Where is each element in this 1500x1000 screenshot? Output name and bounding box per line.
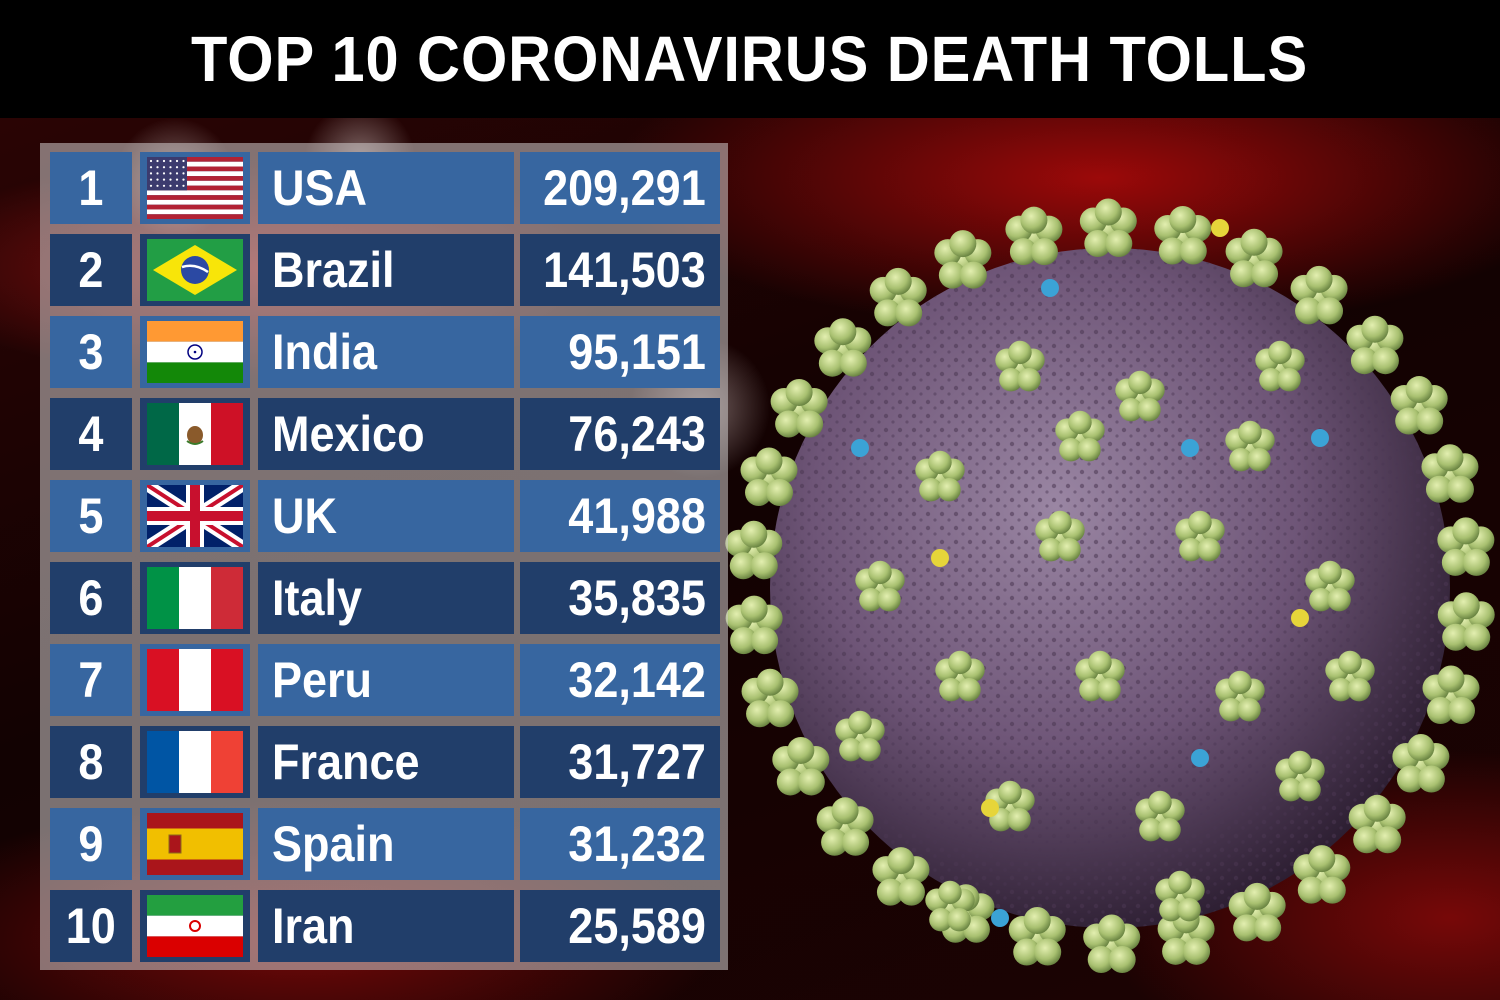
rank-cell: 5 (50, 480, 132, 552)
rank-number: 5 (78, 488, 104, 544)
coronavirus-illustration (115, 118, 1495, 973)
deaths-cell: 25,589 (520, 890, 720, 962)
table-row: 9 Spain 31,232 (50, 808, 720, 880)
table-row: 7 Peru 32,142 (50, 644, 720, 716)
spain-flag-icon (147, 813, 243, 875)
death-count: 95,151 (568, 324, 706, 380)
table-row: 4 Mexico 76,243 (50, 398, 720, 470)
death-count: 32,142 (568, 652, 706, 708)
death-count: 209,291 (543, 160, 706, 216)
rank-cell: 8 (50, 726, 132, 798)
country-name: USA (272, 160, 368, 216)
peru-flag-icon (147, 649, 243, 711)
death-count: 31,727 (568, 734, 706, 790)
mexico-flag-icon (147, 403, 243, 465)
rank-number: 6 (78, 570, 104, 626)
virus-particle (725, 198, 1495, 973)
brazil-flag-icon (147, 239, 243, 301)
death-count: 141,503 (543, 242, 706, 298)
rank-number: 2 (78, 242, 104, 298)
uk-flag-icon (147, 485, 243, 547)
death-count: 25,589 (568, 898, 706, 954)
deaths-cell: 31,727 (520, 726, 720, 798)
country-cell: UK (258, 480, 514, 552)
deaths-cell: 141,503 (520, 234, 720, 306)
flag-cell (140, 562, 250, 634)
country-cell: Peru (258, 644, 514, 716)
table-row: 3 India 95,151 (50, 316, 720, 388)
flag-cell (140, 644, 250, 716)
rank-number: 7 (78, 652, 104, 708)
table-row: 8 France 31,727 (50, 726, 720, 798)
flag-cell (140, 480, 250, 552)
rank-cell: 3 (50, 316, 132, 388)
country-cell: Spain (258, 808, 514, 880)
rank-number: 9 (78, 816, 104, 872)
table-row: 2 Brazil 141,503 (50, 234, 720, 306)
country-cell: Mexico (258, 398, 514, 470)
rank-cell: 9 (50, 808, 132, 880)
rank-number: 1 (78, 160, 104, 216)
page-title: TOP 10 CORONAVIRUS DEATH TOLLS (191, 23, 1309, 95)
death-count: 31,232 (568, 816, 706, 872)
country-name: Spain (272, 816, 395, 872)
death-toll-table: 1 USA 209,291 2 Brazil 141,503 3 India 95,151 4 Me… (40, 143, 728, 970)
country-cell: Brazil (258, 234, 514, 306)
rank-cell: 6 (50, 562, 132, 634)
rank-cell: 4 (50, 398, 132, 470)
france-flag-icon (147, 731, 243, 793)
death-count: 35,835 (568, 570, 706, 626)
table-row: 10 Iran 25,589 (50, 890, 720, 962)
flag-cell (140, 234, 250, 306)
rank-number: 8 (78, 734, 104, 790)
deaths-cell: 76,243 (520, 398, 720, 470)
flag-cell (140, 152, 250, 224)
country-cell: USA (258, 152, 514, 224)
country-name: India (272, 324, 378, 380)
rank-number: 10 (65, 898, 117, 954)
deaths-cell: 41,988 (520, 480, 720, 552)
country-cell: India (258, 316, 514, 388)
virus-background-image (0, 118, 1500, 1000)
usa-flag-icon (147, 157, 243, 219)
country-cell: France (258, 726, 514, 798)
country-name: Italy (272, 570, 363, 626)
iran-flag-icon (147, 895, 243, 957)
table-row: 5 UK 41,988 (50, 480, 720, 552)
death-count: 76,243 (568, 406, 706, 462)
deaths-cell: 32,142 (520, 644, 720, 716)
deaths-cell: 209,291 (520, 152, 720, 224)
flag-cell (140, 808, 250, 880)
india-flag-icon (147, 321, 243, 383)
country-name: Iran (272, 898, 355, 954)
table-row: 1 USA 209,291 (50, 152, 720, 224)
death-count: 41,988 (568, 488, 706, 544)
rank-cell: 7 (50, 644, 132, 716)
country-name: Peru (272, 652, 373, 708)
rank-cell: 2 (50, 234, 132, 306)
rank-number: 4 (78, 406, 104, 462)
country-name: Mexico (272, 406, 425, 462)
deaths-cell: 95,151 (520, 316, 720, 388)
country-name: Brazil (272, 242, 395, 298)
rank-number: 3 (78, 324, 104, 380)
country-cell: Italy (258, 562, 514, 634)
flag-cell (140, 316, 250, 388)
title-banner: TOP 10 CORONAVIRUS DEATH TOLLS (0, 0, 1500, 118)
flag-cell (140, 890, 250, 962)
country-name: UK (272, 488, 337, 544)
rank-cell: 10 (50, 890, 132, 962)
italy-flag-icon (147, 567, 243, 629)
deaths-cell: 31,232 (520, 808, 720, 880)
rank-cell: 1 (50, 152, 132, 224)
flag-cell (140, 726, 250, 798)
country-name: France (272, 734, 420, 790)
deaths-cell: 35,835 (520, 562, 720, 634)
country-cell: Iran (258, 890, 514, 962)
flag-cell (140, 398, 250, 470)
table-row: 6 Italy 35,835 (50, 562, 720, 634)
